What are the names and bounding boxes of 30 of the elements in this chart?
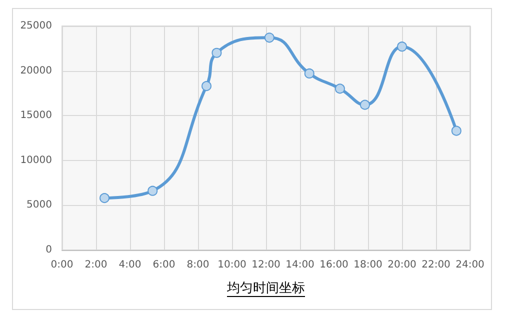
x-tick-label: 6:00 [152,260,176,270]
y-tick-label: 5000 [26,200,52,211]
x-tick-label: 22:00 [422,260,450,270]
y-tick-label: 10000 [20,154,52,166]
x-tick-label: 12:00 [252,260,280,270]
x-tick-label: 16:00 [320,260,348,270]
y-tick-label: 0 [46,244,52,256]
y-tick-label: 20000 [20,65,52,76]
x-tick-label: 20:00 [388,260,416,270]
point [264,32,274,43]
x-tick-label: 8:00 [186,260,210,270]
x-tick-label: 24:00 [456,260,484,270]
point [451,126,462,136]
point [148,186,158,196]
point [100,193,110,204]
x-tick-label: 2:00 [84,260,108,270]
point [397,42,407,52]
x-tick-label: 18:00 [354,260,382,270]
x-tick-label: 10:00 [218,260,246,270]
x-tick-label: 14:00 [286,260,314,270]
x-tick-label: 0:00 [50,260,74,270]
x-tick-label: 4:00 [118,260,142,270]
x-axis-title: 均匀时间坐标 [226,281,305,296]
point [202,81,212,92]
point [360,100,370,110]
y-tick-label: 15000 [20,110,52,122]
point [212,48,222,58]
point [334,84,345,94]
point [304,68,314,78]
y-tick-label: 25000 [20,20,52,32]
